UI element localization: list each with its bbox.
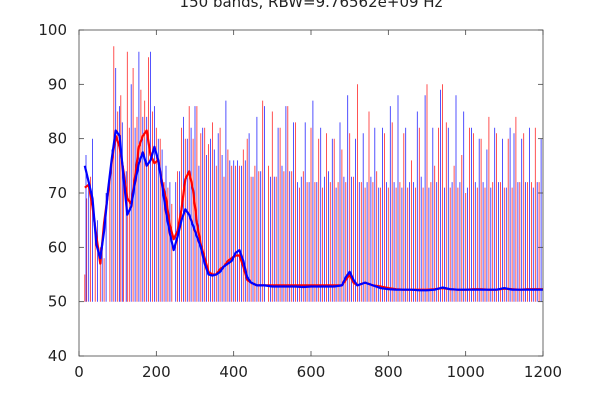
y-tick-label: 50 — [48, 293, 67, 311]
x-tick-label: 1000 — [447, 363, 485, 381]
series-layer — [83, 129, 543, 292]
y-tick-label: 60 — [48, 238, 67, 256]
y-tick-label: 40 — [48, 347, 67, 365]
y-tick-label: 90 — [48, 75, 67, 93]
y-tick-label: 80 — [48, 130, 67, 148]
x-tick-label: 200 — [142, 363, 171, 381]
x-tick-label: 800 — [374, 363, 403, 381]
chart-title: 150 bands, RBW=9.76562e+09 Hz — [180, 0, 443, 11]
series-line-1 — [83, 129, 543, 292]
spikes-layer — [84, 46, 542, 302]
series-line-0 — [84, 129, 543, 291]
y-tick-label: 100 — [38, 21, 67, 39]
y-tick-label: 70 — [48, 184, 67, 202]
x-tick-label: 400 — [219, 363, 248, 381]
axes-layer: 0 200 400 600 800 1000 1200 40 50 60 70 80 90 100 — [38, 21, 562, 381]
x-tick-label: 0 — [74, 363, 84, 381]
x-tick-label: 1200 — [524, 363, 562, 381]
x-tick-label: 600 — [297, 363, 326, 381]
